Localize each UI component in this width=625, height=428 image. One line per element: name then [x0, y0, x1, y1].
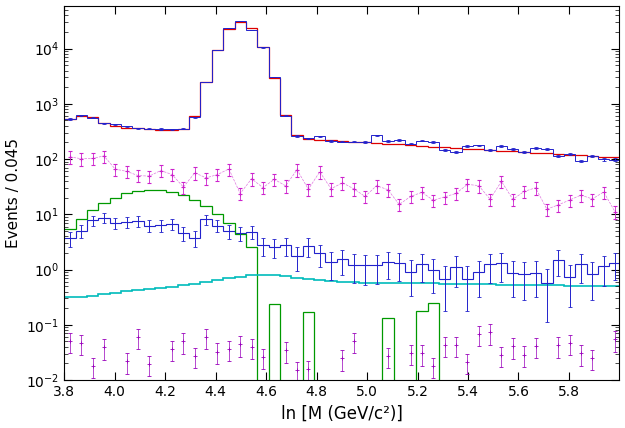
X-axis label: ln [M (GeV/c²)]: ln [M (GeV/c²)] — [281, 404, 402, 422]
Y-axis label: Events / 0.045: Events / 0.045 — [6, 138, 21, 248]
